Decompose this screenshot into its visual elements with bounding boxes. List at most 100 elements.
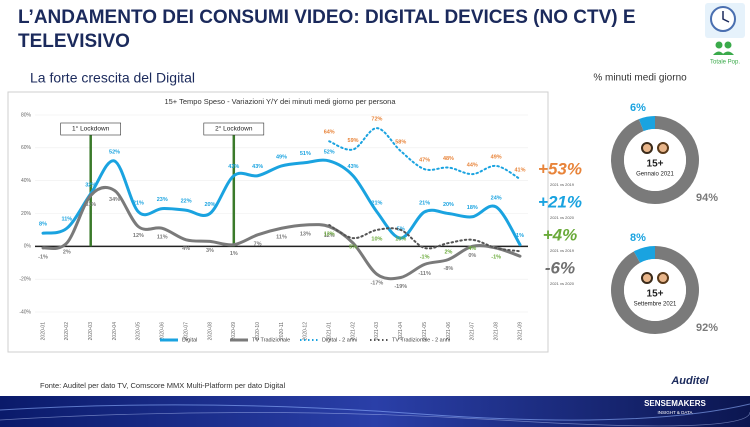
- data-label: 23%: [157, 197, 168, 203]
- data-label: 31%: [85, 202, 96, 208]
- annotation-value: -6%: [545, 258, 575, 277]
- data-label: 47%: [419, 158, 430, 164]
- y-tick-label: 80%: [21, 112, 32, 118]
- data-label: 1%: [230, 251, 238, 257]
- data-label: 34%: [109, 197, 120, 203]
- x-tick-label: 2020-07: [183, 322, 189, 341]
- pie-slice: [610, 116, 699, 204]
- data-label: 58%: [395, 140, 406, 146]
- pie-value-label: 92%: [696, 322, 718, 334]
- face-icon: [641, 142, 653, 154]
- series-line: [41, 158, 522, 247]
- logo-tagline: INSIGHT & DATA: [657, 410, 692, 415]
- x-tick-label: 2020-05: [136, 322, 142, 341]
- data-label: 22%: [181, 199, 192, 205]
- x-tick-label: 2021-02: [350, 322, 356, 341]
- donut-center: [624, 259, 686, 321]
- x-tick-label: 2020-08: [207, 322, 213, 341]
- slide-title: TELEVISIVO: [18, 31, 130, 52]
- x-tick-label: 2020-03: [88, 322, 94, 341]
- data-label: 2%: [63, 250, 71, 256]
- slide-title: L’ANDAMENTO DEI CONSUMI VIDEO: DIGITAL D…: [18, 7, 636, 28]
- pie-slice: [610, 246, 699, 335]
- people-icon: [713, 51, 734, 55]
- logo-sensemakers: SENSEMAKERS: [644, 399, 706, 408]
- pie-title: 15+: [647, 289, 664, 300]
- data-label: 12%: [324, 233, 335, 239]
- source-note: Fonte: Auditel per dato TV, Comscore MMX…: [40, 381, 285, 390]
- face-icon: [657, 142, 669, 154]
- data-label: 1%: [516, 233, 524, 239]
- data-label: 7%: [254, 241, 262, 247]
- y-tick-label: 20%: [21, 211, 32, 217]
- y-tick-label: 60%: [21, 145, 32, 151]
- data-label: 21%: [371, 200, 382, 206]
- series-line: [328, 223, 521, 253]
- event-box: [203, 122, 265, 136]
- data-label: 11%: [157, 235, 168, 241]
- annotation-value: +53%: [538, 159, 582, 178]
- data-label: -8%: [444, 266, 454, 272]
- annotation-note: 2021 vs 2020: [550, 281, 575, 286]
- data-label: 24%: [491, 195, 502, 201]
- slide-subtitle: La forte crescita del Digital: [30, 70, 195, 86]
- data-label: 4%: [468, 246, 476, 252]
- data-label: 3%: [206, 248, 214, 254]
- footer-streak: [0, 403, 750, 421]
- x-tick-label: 2020-12: [303, 322, 309, 341]
- data-label: 43%: [228, 164, 239, 170]
- pie-slice: [638, 116, 655, 132]
- data-label: 51%: [300, 151, 311, 157]
- data-label: -17%: [370, 281, 383, 287]
- face-icon: [641, 272, 653, 284]
- pie-title: 15+: [647, 159, 664, 170]
- logo-auditel: Auditel: [670, 375, 709, 387]
- face-icon: [657, 272, 669, 284]
- data-label: 43%: [252, 164, 263, 170]
- data-label: 18%: [467, 205, 478, 211]
- data-label: 20%: [443, 202, 454, 208]
- x-tick-label: 2020-02: [64, 322, 70, 341]
- data-label: 32%: [85, 182, 96, 188]
- y-tick-label: 0%: [24, 244, 32, 250]
- data-label: 21%: [419, 200, 430, 206]
- series-line: [41, 185, 522, 281]
- x-tick-label: 2020-04: [112, 322, 118, 341]
- data-label: 21%: [133, 200, 144, 206]
- x-tick-label: 2021-09: [517, 322, 523, 341]
- x-tick-label: 2021-07: [470, 322, 476, 341]
- x-tick-label: 2021-08: [493, 322, 499, 341]
- pie-slice: [633, 246, 655, 263]
- legend-label: TV Tradizionale - 2 anni: [392, 337, 450, 343]
- annotation-note: 2021 vs 2019: [550, 182, 575, 187]
- pie-value-label: 94%: [696, 192, 718, 204]
- legend-label: Digital - 2 anni: [322, 337, 357, 343]
- x-tick-label: 2020-06: [160, 322, 166, 341]
- donut-heading: % minuti medi giorno: [593, 73, 687, 84]
- data-label: 44%: [467, 163, 478, 169]
- x-tick-label: 2020-10: [255, 322, 261, 341]
- data-label: 11%: [61, 217, 72, 223]
- chart-panel: [7, 91, 549, 353]
- event-label: 2° Lockdown: [215, 125, 253, 133]
- data-label: 41%: [514, 167, 525, 173]
- event-label: 1° Lockdown: [72, 125, 110, 133]
- data-label: 10%: [395, 236, 406, 242]
- data-label: 10%: [371, 236, 382, 242]
- data-label: 72%: [371, 117, 382, 123]
- donut-center: [624, 129, 686, 191]
- data-label: 52%: [109, 149, 120, 155]
- data-label: 48%: [443, 156, 454, 162]
- data-label: -1%: [491, 254, 501, 260]
- x-tick-label: 2021-04: [398, 322, 404, 341]
- data-label: 20%: [204, 202, 215, 208]
- logo-box: [652, 370, 722, 388]
- pie-value-label: 6%: [630, 102, 646, 114]
- data-label: -1%: [420, 254, 430, 260]
- legend-label: TV Tradizionale: [252, 337, 290, 343]
- legend-label: Digital: [182, 337, 197, 343]
- pie-subtitle: Settembre 2021: [634, 302, 677, 308]
- data-label: 13%: [324, 231, 335, 237]
- data-label: 52%: [324, 149, 335, 155]
